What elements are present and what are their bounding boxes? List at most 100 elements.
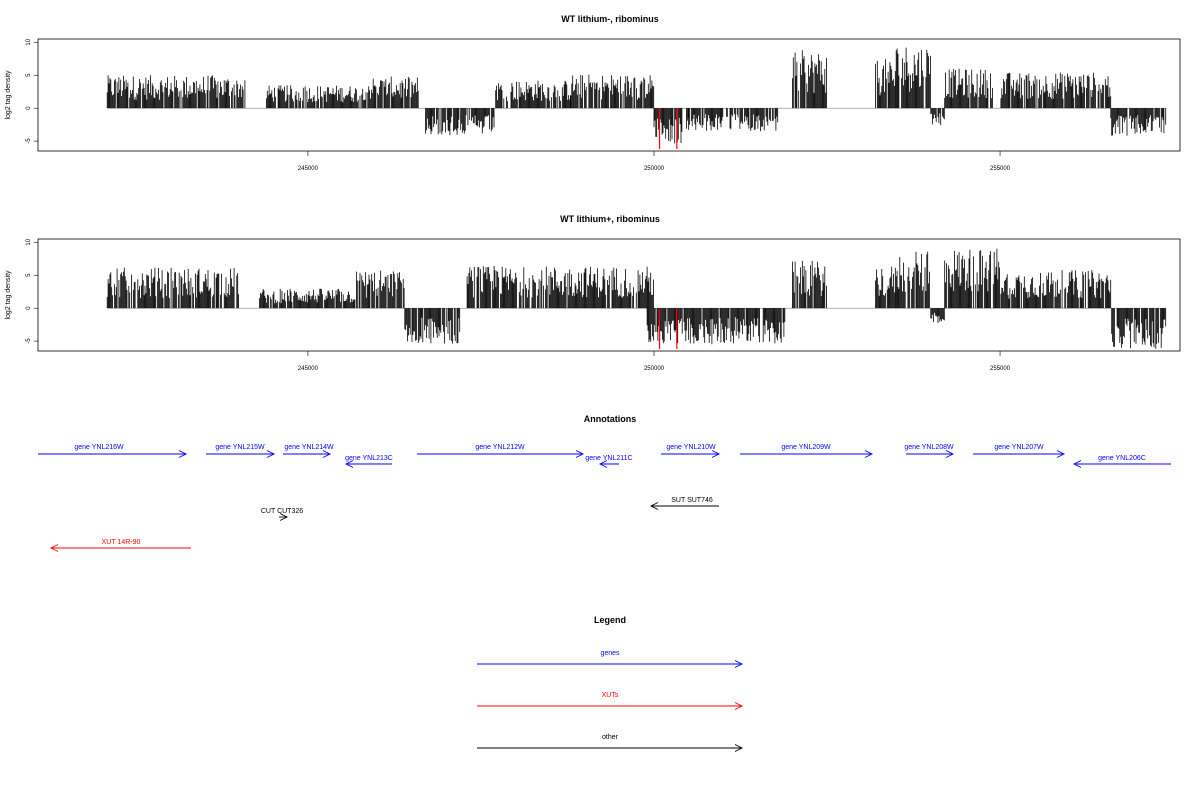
signal-segment	[570, 74, 655, 109]
annotation-label: gene YNL213C	[345, 455, 393, 462]
signal-segment	[106, 75, 246, 109]
signal-segment	[495, 80, 571, 109]
x-tick-label: 250000	[644, 166, 665, 172]
signal-segment	[895, 251, 930, 309]
annotation-label: gene YNL212W	[475, 444, 525, 451]
x-tick-label: 255000	[990, 166, 1011, 172]
arrow-head	[649, 502, 659, 510]
annotation-label: gene YNL215W	[215, 444, 265, 451]
arrow-head	[598, 460, 608, 468]
arrow-head	[734, 660, 744, 668]
x-tick-label: 250000	[644, 366, 665, 372]
arrow-head	[734, 702, 744, 710]
arrow-head	[178, 450, 188, 458]
annotation-label: CUT CUT326	[261, 508, 303, 515]
arrow-head	[1072, 460, 1082, 468]
gene-annotation: gene YNL208W	[904, 444, 954, 458]
legend-label: other	[602, 734, 619, 741]
legend: Legend genes XUTs other	[477, 615, 744, 752]
signal-segment	[944, 248, 1000, 309]
y-tick-label: -5	[26, 338, 32, 344]
legend-item: other	[477, 734, 744, 752]
plot-frame	[37, 238, 1181, 352]
gene-annotation: gene YNL210W	[661, 444, 721, 458]
xut-annotation: XUT 14R-90	[49, 539, 191, 552]
y-tick-label: 5	[26, 273, 32, 277]
legend-label: genes	[600, 650, 620, 657]
signal-segment	[1000, 72, 1112, 109]
gene-annotation: gene YNL212W	[417, 444, 585, 458]
gene-annotation: gene YNL215W	[206, 444, 276, 458]
other-annotation: CUT CUT326	[261, 508, 303, 521]
signal-segment	[355, 270, 405, 309]
gene-annotation: gene YNL216W	[38, 444, 188, 458]
signal-segment	[944, 68, 993, 109]
arrow-head	[1056, 450, 1066, 458]
x-tick-label: 255000	[990, 366, 1011, 372]
signal-segment	[1000, 270, 1112, 309]
other-annotation: SUT SUT746	[649, 497, 719, 510]
arrow-head	[711, 450, 721, 458]
annotation-arrows: gene YNL216W gene YNL215W gene YNL214W gene…	[38, 444, 1171, 552]
signal-segment	[875, 266, 897, 309]
gene-annotation: gene YNL214W	[283, 444, 334, 458]
signal-segment	[930, 108, 945, 126]
y-tick-label: -5	[26, 138, 32, 144]
annotations-panel: Annotations gene YNL216W gene YNL215W gene…	[38, 414, 1171, 552]
signal-segment	[792, 260, 827, 309]
track-panel-lithium-plus: WT lithium+, ribominus log2 tag density …	[5, 214, 1181, 372]
y-tick-label: 10	[26, 238, 32, 245]
arrow-head	[266, 450, 276, 458]
arrow-head	[945, 450, 955, 458]
arrow-head	[734, 744, 744, 752]
signal-segment	[106, 267, 240, 309]
arrow-head	[322, 450, 332, 458]
signal-segment	[265, 85, 364, 109]
annotation-label: gene YNL216W	[74, 444, 124, 451]
signal-segment	[792, 50, 827, 109]
annotation-label: gene YNL214W	[284, 444, 334, 451]
signal-segment	[1111, 308, 1167, 349]
annotation-label: gene YNL208W	[904, 444, 954, 451]
annotation-label: gene YNL210W	[666, 444, 716, 451]
arrow-head	[344, 460, 354, 468]
signal-segment	[362, 76, 419, 109]
signal-segment	[646, 308, 786, 345]
plot-frame	[37, 38, 1181, 152]
x-tick-label: 245000	[298, 166, 319, 172]
y-tick-label: 5	[26, 73, 32, 77]
signal-bars	[106, 47, 1167, 150]
arrow-head	[864, 450, 874, 458]
y-axis-label: log2 tag density	[5, 270, 12, 320]
legend-items: genes XUTs other	[477, 650, 744, 752]
x-tick-label: 245000	[298, 366, 319, 372]
gene-annotation: gene YNL213C	[344, 455, 393, 468]
annotation-label: gene YNL211C	[585, 455, 632, 462]
legend-item: XUTs	[477, 692, 744, 710]
arrow-head	[279, 513, 289, 521]
legend-title: Legend	[594, 615, 626, 625]
legend-item: genes	[477, 650, 744, 668]
signal-segment	[404, 308, 461, 344]
annotation-label: SUT SUT746	[671, 497, 713, 504]
signal-segment	[259, 288, 356, 309]
signal-segment	[425, 108, 495, 136]
signal-segment	[688, 108, 779, 132]
annotation-label: gene YNL206C	[1098, 455, 1146, 462]
gene-annotation: gene YNL206C	[1072, 455, 1171, 468]
axes: -5 0 5 10 245000 250000 255000	[26, 38, 1011, 172]
signal-segment	[466, 266, 654, 309]
signal-bars	[106, 248, 1167, 350]
y-tick-label: 0	[26, 306, 32, 310]
y-axis-label: log2 tag density	[5, 70, 12, 120]
gene-annotation: gene YNL211C	[585, 455, 633, 468]
arrow-head	[575, 450, 585, 458]
annotations-title: Annotations	[584, 414, 637, 424]
legend-label: XUTs	[602, 692, 619, 699]
signal-segment	[930, 308, 945, 323]
y-tick-label: 0	[26, 106, 32, 110]
signal-segment	[875, 59, 897, 109]
arrow-head	[49, 544, 59, 552]
panel-title: WT lithium+, ribominus	[560, 214, 660, 224]
